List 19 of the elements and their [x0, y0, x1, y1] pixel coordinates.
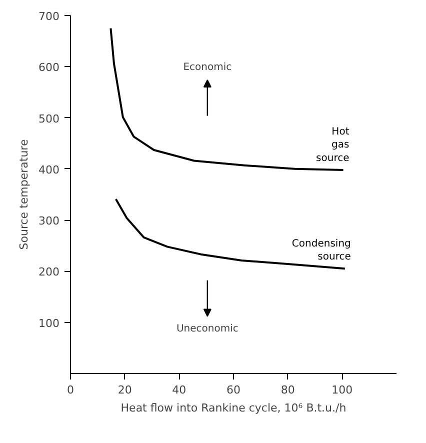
x-axis-title: Heat flow into Rankine cycle, 10⁶ B.t.u./h	[120, 402, 346, 414]
y-tick-label: 400	[38, 163, 60, 176]
y-tick-label: 500	[38, 112, 60, 126]
x-tick-label: 0	[67, 384, 74, 396]
x-tick-label: 100	[332, 384, 353, 396]
series-label: Condensing source	[292, 238, 351, 263]
y-tick-label: 600	[38, 61, 60, 74]
series-label: Hot gas source	[316, 126, 350, 164]
x-tick-label: 20	[118, 384, 132, 396]
y-tick-label: 100	[38, 316, 60, 330]
y-tick-label: 300	[38, 214, 60, 228]
y-tick-label: 700	[38, 10, 60, 23]
y-tick-label: 200	[38, 266, 60, 279]
x-tick-label: 80	[280, 384, 295, 396]
x-tick-label: 60	[226, 384, 240, 396]
y-axis-title: Source temperature	[18, 139, 31, 250]
annotation: Economic	[183, 62, 232, 73]
annotation: Uneconomic	[176, 323, 238, 334]
x-tick-label: 40	[172, 384, 186, 396]
